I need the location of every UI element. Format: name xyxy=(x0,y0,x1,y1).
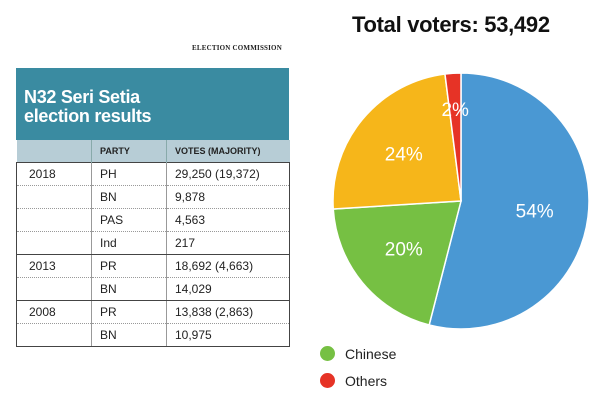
table-title: N32 Seri Setia election results xyxy=(16,68,289,140)
pie-slice xyxy=(332,73,462,210)
chart-title: Total voters: 53,492 xyxy=(352,12,550,37)
cell-votes: 9,878 xyxy=(166,185,290,209)
slice-label: 54% xyxy=(516,201,554,222)
cell-party: BN xyxy=(91,185,167,209)
cell-party: PH xyxy=(91,162,167,186)
cell-year xyxy=(16,231,92,255)
table-row: 2013 PR 18,692 (4,663) xyxy=(16,254,290,278)
pie-slice xyxy=(444,72,462,202)
cell-year: 2013 xyxy=(16,254,92,278)
legend-item: Others xyxy=(320,367,396,394)
legend-item: Chinese xyxy=(320,340,396,367)
table-title-line2: election results xyxy=(24,106,152,126)
legend-swatch xyxy=(320,346,335,361)
results-grid: PARTY VOTES (MAJORITY) 2018 PH 29,250 (19,… xyxy=(16,140,290,347)
table-body: 2018 PH 29,250 (19,372) BN 9,878 PAS 4,563 Ind 2… xyxy=(16,162,290,347)
slice-label: 24% xyxy=(385,145,423,166)
cell-votes: 18,692 (4,663) xyxy=(166,254,290,278)
results-table: N32 Seri Setia election results PARTY VO… xyxy=(16,68,290,347)
cell-party: PAS xyxy=(91,208,167,232)
cell-party: PR xyxy=(91,300,167,324)
legend: Chinese Others xyxy=(320,340,396,394)
pie-chart: 54% 20% 24% 2% xyxy=(332,72,590,330)
cell-votes: 4,563 xyxy=(166,208,290,232)
cell-party: BN xyxy=(91,277,167,301)
header-votes: VOTES (MAJORITY) xyxy=(166,140,290,163)
header-year xyxy=(16,140,92,163)
table-title-line1: N32 Seri Setia xyxy=(24,87,140,107)
cell-party: PR xyxy=(91,254,167,278)
table-row: 2018 PH 29,250 (19,372) xyxy=(16,162,290,186)
pie-slice xyxy=(428,72,590,330)
header-party: PARTY xyxy=(91,140,167,163)
cell-party: Ind xyxy=(91,231,167,255)
table-row: 2008 PR 13,838 (2,863) xyxy=(16,300,290,324)
cell-votes: 14,029 xyxy=(166,277,290,301)
cell-votes: 13,838 (2,863) xyxy=(166,300,290,324)
cell-year xyxy=(16,277,92,301)
legend-label: Chinese xyxy=(345,345,397,362)
slice-label: 20% xyxy=(385,239,423,260)
header-row: PARTY VOTES (MAJORITY) xyxy=(16,140,290,163)
source-label: ELECTION COMMISSION xyxy=(192,44,282,52)
table-row: BN 9,878 xyxy=(16,185,290,209)
legend-label: Others xyxy=(345,372,388,389)
table-row: BN 14,029 xyxy=(16,277,290,301)
cell-year xyxy=(16,185,92,209)
table-row: BN 10,975 xyxy=(16,323,290,347)
cell-votes: 10,975 xyxy=(166,323,290,347)
cell-year xyxy=(16,208,92,232)
cell-votes: 217 xyxy=(166,231,290,255)
table-row: Ind 217 xyxy=(16,231,290,255)
slice-label: 2% xyxy=(441,100,469,121)
table-row: PAS 4,563 xyxy=(16,208,290,232)
cell-year: 2008 xyxy=(16,300,92,324)
cell-party: BN xyxy=(91,323,167,347)
cell-votes: 29,250 (19,372) xyxy=(166,162,290,186)
pie-slice xyxy=(332,200,462,326)
cell-year xyxy=(16,323,92,347)
cell-year: 2018 xyxy=(16,162,92,186)
legend-swatch xyxy=(320,373,335,388)
